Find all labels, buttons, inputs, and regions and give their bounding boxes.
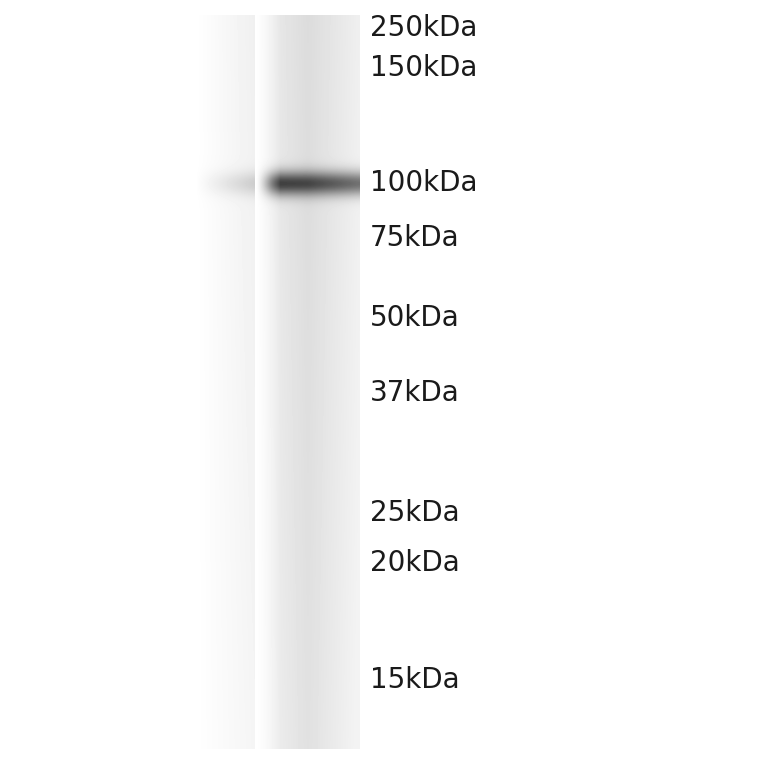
Text: 20kDa: 20kDa [370, 549, 460, 577]
Text: 100kDa: 100kDa [370, 169, 478, 197]
Text: 75kDa: 75kDa [370, 224, 460, 252]
Text: 50kDa: 50kDa [370, 304, 460, 332]
Text: 15kDa: 15kDa [370, 666, 460, 694]
Text: 37kDa: 37kDa [370, 379, 460, 407]
Text: 150kDa: 150kDa [370, 54, 478, 82]
Text: 25kDa: 25kDa [370, 499, 460, 527]
Text: 250kDa: 250kDa [370, 14, 478, 42]
